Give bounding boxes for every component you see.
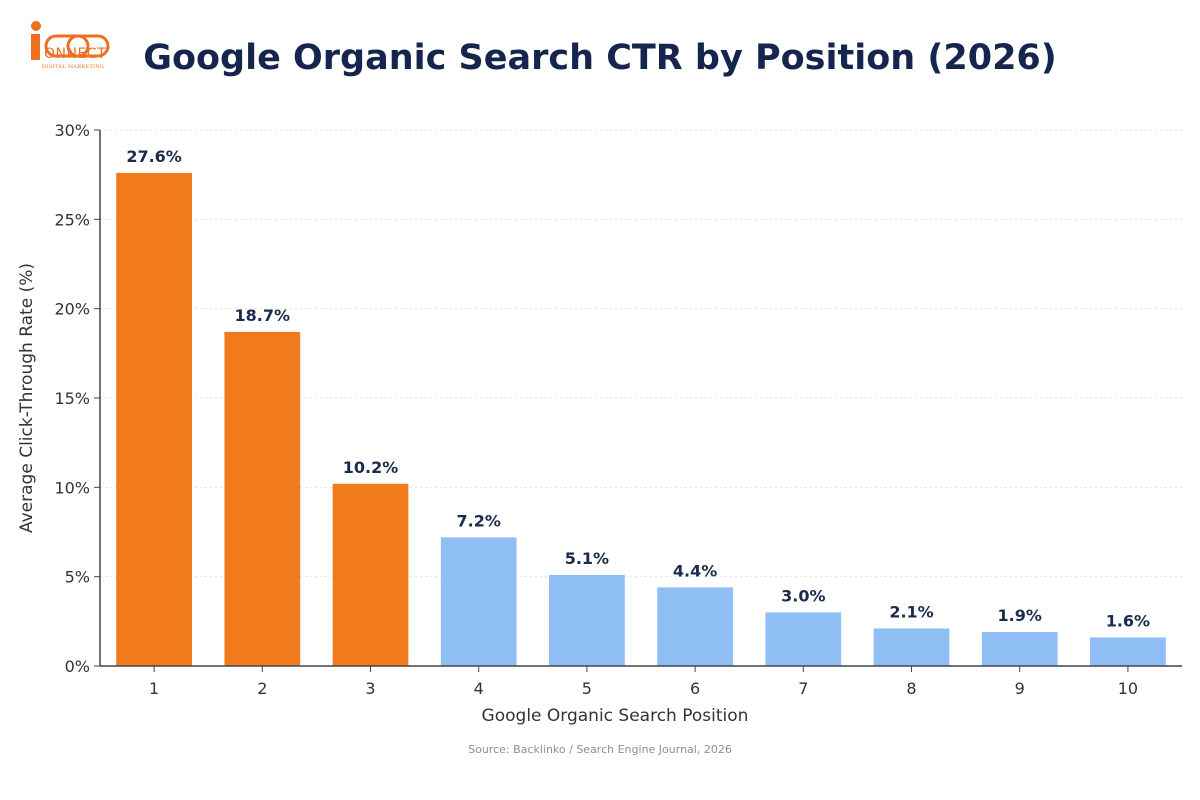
x-tick-label: 1 xyxy=(149,679,159,698)
brand-logo xyxy=(22,16,132,76)
y-tick-label: 0% xyxy=(65,657,90,676)
x-tick-label: 10 xyxy=(1118,679,1138,698)
data-label: 1.6% xyxy=(1106,611,1150,630)
y-tick-label: 30% xyxy=(54,121,90,140)
data-label: 5.1% xyxy=(565,549,609,568)
data-label: 2.1% xyxy=(889,602,933,621)
bar-position-7 xyxy=(765,612,842,666)
logo-tagline: DIGITAL MARKETING xyxy=(42,64,105,70)
data-label: 27.6% xyxy=(126,147,182,166)
x-tick-label: 3 xyxy=(365,679,375,698)
bar-position-5 xyxy=(549,574,625,666)
x-tick-label: 9 xyxy=(1015,679,1025,698)
x-tick-label: 4 xyxy=(474,679,484,698)
data-label: 18.7% xyxy=(235,306,291,325)
bar-position-4 xyxy=(440,537,517,666)
bar-position-10 xyxy=(1090,637,1166,666)
x-tick-label: 5 xyxy=(582,679,592,698)
x-tick-label: 7 xyxy=(798,679,808,698)
bar-position-6 xyxy=(657,587,733,666)
data-label: 4.4% xyxy=(673,561,717,580)
y-tick-label: 5% xyxy=(65,568,90,587)
y-axis-label: Average Click-Through Rate (%) xyxy=(17,263,37,533)
y-tick-label: 20% xyxy=(54,300,90,319)
x-tick-label: 2 xyxy=(257,679,267,698)
x-tick-label: 8 xyxy=(906,679,916,698)
bar-position-2 xyxy=(224,331,301,666)
x-tick-label: 6 xyxy=(690,679,700,698)
y-tick-label: 25% xyxy=(54,210,90,229)
y-axis-ticks: 0% 5% 10% 15% 20% 25% 30% xyxy=(54,121,100,676)
x-axis-label: Google Organic Search Position xyxy=(482,706,749,726)
bar-position-3 xyxy=(332,483,409,666)
y-tick-label: 15% xyxy=(54,389,90,408)
chart-title: Google Organic Search CTR by Position (2… xyxy=(143,38,1057,78)
bar-position-8 xyxy=(873,628,950,666)
x-axis-ticks: 1 2 3 4 5 6 7 8 9 10 xyxy=(149,666,1138,698)
data-label: 7.2% xyxy=(457,511,501,530)
bar-position-1 xyxy=(116,172,192,666)
bars: 27.6% 18.7% 10.2% 7.2% 5.1% 4.4% 3.0% 2.1% 1.9% 1… xyxy=(116,147,1166,666)
logo-mark-icon xyxy=(31,21,110,60)
y-tick-label: 10% xyxy=(54,478,90,497)
source-note: Source: Backlinko / Search Engine Journa… xyxy=(468,743,732,756)
data-label: 3.0% xyxy=(781,586,825,605)
logo-brand-text: ONNECT xyxy=(44,46,107,62)
data-label: 1.9% xyxy=(998,606,1042,625)
data-label: 10.2% xyxy=(343,458,399,477)
bar-position-9 xyxy=(981,632,1058,666)
